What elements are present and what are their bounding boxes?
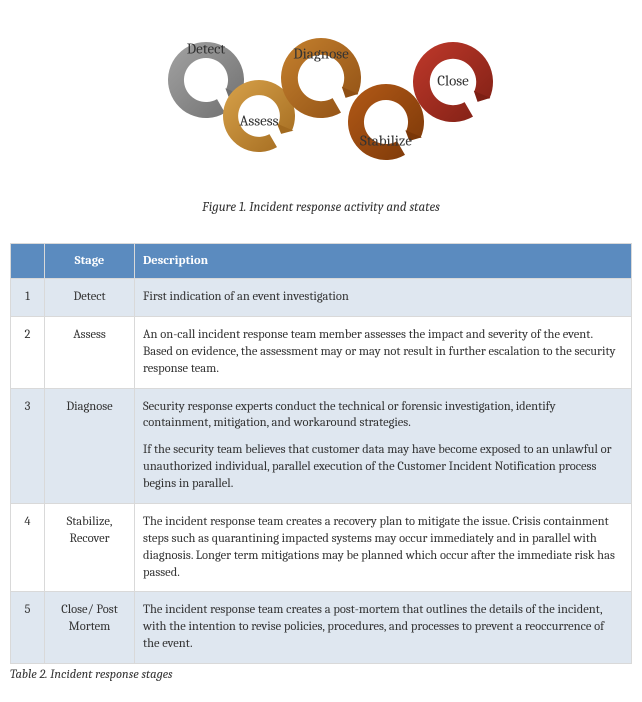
row-description: The incident response team creates a pos… (135, 592, 632, 664)
row-description: First indication of an event investigati… (135, 279, 632, 317)
table-row: 1Detect First indication of an event inve… (11, 279, 632, 317)
description-paragraph: An on-call incident response team member… (143, 327, 623, 378)
row-description: Security response experts conduct the te… (135, 388, 632, 503)
ring-label-stabilize: Stabilize (360, 132, 412, 150)
header-stage: Stage (45, 244, 135, 279)
row-num: 1 (11, 279, 45, 317)
description-paragraph: The incident response team creates a rec… (143, 514, 623, 582)
header-description: Description (135, 244, 632, 279)
ring-label-close: Close (437, 72, 469, 90)
row-num: 5 (11, 592, 45, 664)
table-row: 2AssessAn on-call incident response team… (11, 316, 632, 388)
row-num: 4 (11, 503, 45, 592)
stages-table: Stage Description 1Detect First indicatio… (10, 243, 632, 664)
ring-label-assess: Assess (239, 112, 278, 130)
table-row: 4Stabilize, RecoverThe incident response… (11, 503, 632, 592)
row-stage: Detect (45, 279, 135, 317)
row-stage: Diagnose (45, 388, 135, 503)
table-row: 3DiagnoseSecurity response experts condu… (11, 388, 632, 503)
row-description: An on-call incident response team member… (135, 316, 632, 388)
table-caption: Table 2. Incident response stages (10, 668, 632, 682)
description-paragraph: The incident response team creates a pos… (143, 602, 623, 653)
header-num (11, 244, 45, 279)
description-paragraph: If the security team believes that custo… (143, 442, 623, 493)
process-diagram: Detect Assess Diagnose Stabilize Close (10, 20, 632, 180)
rings-svg: Detect Assess Diagnose Stabilize Close (111, 20, 531, 180)
row-num: 2 (11, 316, 45, 388)
row-description: The incident response team creates a rec… (135, 503, 632, 592)
ring-label-diagnose: Diagnose (293, 45, 349, 63)
description-paragraph: First indication of an event investigati… (143, 289, 623, 306)
table-row: 5Close/ Post MortemThe incident response… (11, 592, 632, 664)
row-stage: Assess (45, 316, 135, 388)
figure-caption: Figure 1. Incident response activity and… (10, 200, 632, 215)
row-stage: Stabilize, Recover (45, 503, 135, 592)
stages-tbody: 1Detect First indication of an event inve… (11, 279, 632, 664)
description-paragraph: Security response experts conduct the te… (143, 399, 623, 433)
table-header-row: Stage Description (11, 244, 632, 279)
ring-label-detect: Detect (187, 40, 226, 58)
row-stage: Close/ Post Mortem (45, 592, 135, 664)
row-num: 3 (11, 388, 45, 503)
